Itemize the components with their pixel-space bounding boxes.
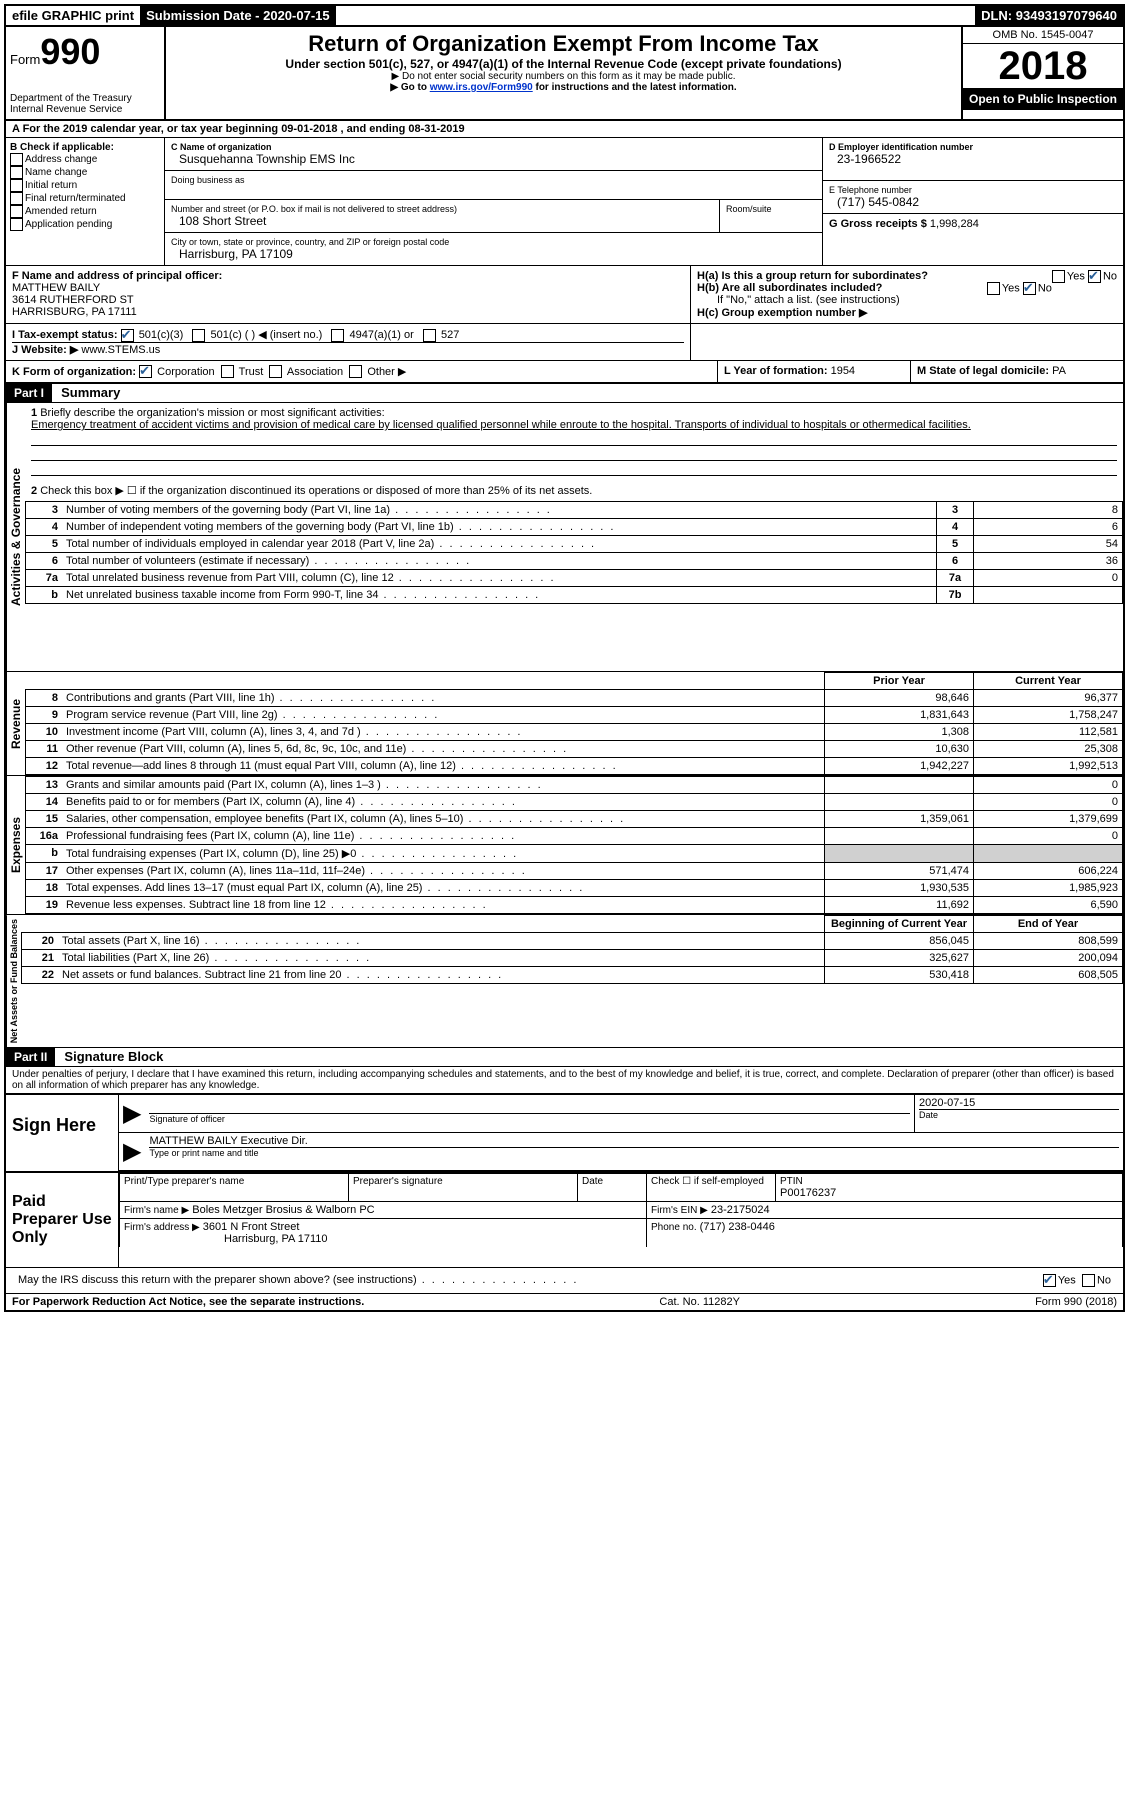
- revenue-table: Prior YearCurrent Year 8Contributions an…: [25, 672, 1123, 775]
- check-initial[interactable]: [10, 179, 23, 192]
- check-501c[interactable]: [192, 329, 205, 342]
- section-label-revenue: Revenue: [6, 672, 25, 775]
- box-j: J Website: ▶ www.STEMS.us: [12, 342, 684, 356]
- org-name-label: C Name of organization: [171, 142, 816, 152]
- check-527[interactable]: [423, 329, 436, 342]
- check-amended[interactable]: [10, 205, 23, 218]
- check-other[interactable]: [349, 365, 362, 378]
- section-ij: I Tax-exempt status: 501(c)(3) 501(c) ( …: [6, 324, 1123, 361]
- org-name: Susquehanna Township EMS Inc: [171, 152, 816, 166]
- omb-number: OMB No. 1545-0047: [963, 27, 1123, 44]
- phone-label: E Telephone number: [829, 185, 1117, 195]
- section-label-governance: Activities & Governance: [6, 403, 25, 671]
- dept-label: Department of the Treasury: [10, 93, 160, 104]
- discuss-row: May the IRS discuss this return with the…: [6, 1268, 1123, 1294]
- footer: For Paperwork Reduction Act Notice, see …: [6, 1294, 1123, 1310]
- check-501c3[interactable]: [121, 329, 134, 342]
- efile-label: efile GRAPHIC print: [6, 6, 140, 25]
- officer-addr2: HARRISBURG, PA 17111: [12, 306, 684, 318]
- sig-arrow-icon: ▶: [119, 1133, 145, 1170]
- box-b-title: B Check if applicable:: [10, 142, 160, 153]
- form-container: efile GRAPHIC print Submission Date - 20…: [4, 4, 1125, 1312]
- part2-header: Part II Signature Block: [6, 1047, 1123, 1067]
- discuss-yes[interactable]: [1043, 1274, 1056, 1287]
- form-label: Form: [10, 52, 40, 67]
- officer-label: F Name and address of principal officer:: [12, 270, 684, 282]
- room-label: Room/suite: [726, 204, 816, 214]
- line1: 1 Briefly describe the organization's mi…: [25, 403, 1123, 480]
- open-to-public: Open to Public Inspection: [963, 88, 1123, 110]
- governance-table: 3Number of voting members of the governi…: [25, 501, 1123, 604]
- officer-addr1: 3614 RUTHERFORD ST: [12, 294, 684, 306]
- netassets-section: Net Assets or Fund Balances Beginning of…: [6, 914, 1123, 1047]
- addr-label: Number and street (or P.O. box if mail i…: [171, 204, 713, 214]
- ha-no[interactable]: [1088, 270, 1101, 283]
- line-a: A For the 2019 calendar year, or tax yea…: [6, 121, 1123, 138]
- irs-link[interactable]: www.irs.gov/Form990: [430, 82, 533, 93]
- check-pending[interactable]: [10, 218, 23, 231]
- paid-preparer-label: Paid Preparer Use Only: [6, 1173, 119, 1267]
- hb-no[interactable]: [1023, 282, 1036, 295]
- check-final[interactable]: [10, 192, 23, 205]
- header-mid: Return of Organization Exempt From Incom…: [166, 27, 961, 119]
- header: Form990 Department of the Treasury Inter…: [6, 27, 1123, 121]
- phone-value: (717) 545-0842: [829, 195, 1117, 209]
- form-number: 990: [40, 31, 100, 72]
- section-bcde: B Check if applicable: Address change Na…: [6, 138, 1123, 266]
- revenue-section: Revenue Prior YearCurrent Year 8Contribu…: [6, 671, 1123, 775]
- box-h: H(a) Is this a group return for subordin…: [691, 266, 1123, 323]
- officer-name: MATTHEW BAILY: [12, 282, 684, 294]
- expenses-section: Expenses 13Grants and similar amounts pa…: [6, 775, 1123, 914]
- netassets-table: Beginning of Current YearEnd of Year 20T…: [21, 915, 1123, 984]
- line2: 2 Check this box ▶ ☐ if the organization…: [25, 480, 1123, 501]
- check-name[interactable]: [10, 166, 23, 179]
- expenses-table: 13Grants and similar amounts paid (Part …: [25, 776, 1123, 914]
- ein-label: D Employer identification number: [829, 142, 1117, 152]
- check-trust[interactable]: [221, 365, 234, 378]
- section-fh: F Name and address of principal officer:…: [6, 266, 1123, 324]
- check-address[interactable]: [10, 153, 23, 166]
- check-4947[interactable]: [331, 329, 344, 342]
- submission-date-button[interactable]: Submission Date - 2020-07-15: [140, 6, 336, 25]
- street-address: 108 Short Street: [171, 214, 713, 228]
- paid-preparer-section: Paid Preparer Use Only Print/Type prepar…: [6, 1172, 1123, 1268]
- city-state-zip: Harrisburg, PA 17109: [171, 247, 816, 261]
- top-bar: efile GRAPHIC print Submission Date - 20…: [6, 6, 1123, 27]
- box-deg: D Employer identification number 23-1966…: [823, 138, 1123, 265]
- part1-body: Activities & Governance 1 Briefly descri…: [6, 403, 1123, 671]
- gross-receipts-value: 1,998,284: [930, 218, 979, 230]
- box-i: I Tax-exempt status: 501(c)(3) 501(c) ( …: [12, 328, 684, 342]
- city-label: City or town, state or province, country…: [171, 237, 816, 247]
- note-ssn: ▶ Do not enter social security numbers o…: [170, 71, 957, 82]
- ein-value: 23-1966522: [829, 152, 1117, 166]
- gross-receipts-label: G Gross receipts $: [829, 218, 927, 230]
- note-link: ▶ Go to www.irs.gov/Form990 for instruct…: [170, 82, 957, 93]
- box-f: F Name and address of principal officer:…: [6, 266, 691, 323]
- penalty-statement: Under penalties of perjury, I declare th…: [6, 1067, 1123, 1093]
- form-title: Return of Organization Exempt From Incom…: [170, 31, 957, 57]
- check-assoc[interactable]: [269, 365, 282, 378]
- ha-yes[interactable]: [1052, 270, 1065, 283]
- sign-here-label: Sign Here: [6, 1095, 119, 1171]
- part1-header: Part I Summary: [6, 383, 1123, 403]
- sign-here-section: Sign Here ▶ Signature of officer 2020-07…: [6, 1093, 1123, 1172]
- hb-yes[interactable]: [987, 282, 1000, 295]
- box-c: C Name of organization Susquehanna Towns…: [165, 138, 823, 265]
- discuss-no[interactable]: [1082, 1274, 1095, 1287]
- section-klm: K Form of organization: Corporation Trus…: [6, 361, 1123, 384]
- dln-badge: DLN: 93493197079640: [975, 6, 1123, 25]
- irs-label: Internal Revenue Service: [10, 104, 160, 115]
- section-label-expenses: Expenses: [6, 776, 25, 914]
- header-right: OMB No. 1545-0047 2018 Open to Public In…: [961, 27, 1123, 119]
- dba-label: Doing business as: [171, 175, 816, 185]
- tax-year: 2018: [963, 44, 1123, 88]
- section-label-netassets: Net Assets or Fund Balances: [6, 915, 21, 1047]
- form-subtitle: Under section 501(c), 527, or 4947(a)(1)…: [170, 57, 957, 71]
- box-b: B Check if applicable: Address change Na…: [6, 138, 165, 265]
- header-left: Form990 Department of the Treasury Inter…: [6, 27, 166, 119]
- sig-arrow-icon: ▶: [119, 1095, 145, 1132]
- check-corp[interactable]: [139, 365, 152, 378]
